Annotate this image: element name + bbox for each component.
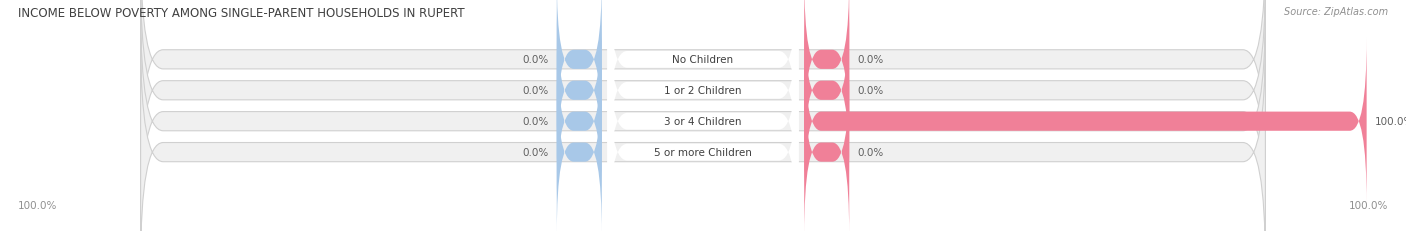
Text: 5 or more Children: 5 or more Children bbox=[654, 147, 752, 158]
FancyBboxPatch shape bbox=[607, 22, 799, 221]
FancyBboxPatch shape bbox=[607, 0, 799, 160]
FancyBboxPatch shape bbox=[804, 8, 849, 174]
Text: 0.0%: 0.0% bbox=[858, 147, 884, 158]
Text: 3 or 4 Children: 3 or 4 Children bbox=[664, 117, 742, 127]
Text: 0.0%: 0.0% bbox=[858, 55, 884, 65]
FancyBboxPatch shape bbox=[607, 0, 799, 190]
Text: Source: ZipAtlas.com: Source: ZipAtlas.com bbox=[1284, 7, 1388, 17]
FancyBboxPatch shape bbox=[141, 8, 1265, 231]
FancyBboxPatch shape bbox=[557, 70, 602, 231]
Text: 100.0%: 100.0% bbox=[1375, 117, 1406, 127]
FancyBboxPatch shape bbox=[804, 70, 849, 231]
FancyBboxPatch shape bbox=[141, 0, 1265, 174]
Text: 0.0%: 0.0% bbox=[522, 147, 548, 158]
Text: INCOME BELOW POVERTY AMONG SINGLE-PARENT HOUSEHOLDS IN RUPERT: INCOME BELOW POVERTY AMONG SINGLE-PARENT… bbox=[18, 7, 465, 20]
Text: 0.0%: 0.0% bbox=[522, 55, 548, 65]
FancyBboxPatch shape bbox=[804, 39, 1367, 204]
FancyBboxPatch shape bbox=[141, 39, 1265, 231]
Text: 0.0%: 0.0% bbox=[522, 117, 548, 127]
FancyBboxPatch shape bbox=[557, 39, 602, 204]
FancyBboxPatch shape bbox=[607, 53, 799, 231]
Text: 0.0%: 0.0% bbox=[522, 86, 548, 96]
Text: 1 or 2 Children: 1 or 2 Children bbox=[664, 86, 742, 96]
Text: 100.0%: 100.0% bbox=[18, 200, 58, 210]
FancyBboxPatch shape bbox=[557, 8, 602, 174]
Text: 0.0%: 0.0% bbox=[858, 86, 884, 96]
FancyBboxPatch shape bbox=[557, 0, 602, 143]
Text: No Children: No Children bbox=[672, 55, 734, 65]
FancyBboxPatch shape bbox=[804, 0, 849, 143]
FancyBboxPatch shape bbox=[141, 0, 1265, 204]
Text: 100.0%: 100.0% bbox=[1348, 200, 1388, 210]
